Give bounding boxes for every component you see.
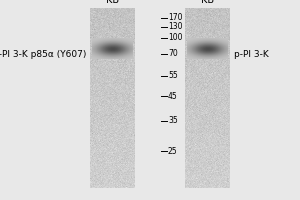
Text: 25: 25 xyxy=(168,147,178,156)
Text: 45: 45 xyxy=(168,92,178,101)
Text: 35: 35 xyxy=(168,116,178,125)
Text: KB: KB xyxy=(201,0,214,5)
Text: 70: 70 xyxy=(168,49,178,58)
Text: 100: 100 xyxy=(168,33,182,42)
Text: 130: 130 xyxy=(168,22,182,31)
Text: p-PI 3-K p85α (Y607): p-PI 3-K p85α (Y607) xyxy=(0,50,86,59)
Text: KB: KB xyxy=(106,0,119,5)
Text: 55: 55 xyxy=(168,71,178,80)
Bar xyxy=(148,8,178,188)
Text: p-PI 3-K: p-PI 3-K xyxy=(234,50,269,59)
Text: 170: 170 xyxy=(168,13,182,22)
